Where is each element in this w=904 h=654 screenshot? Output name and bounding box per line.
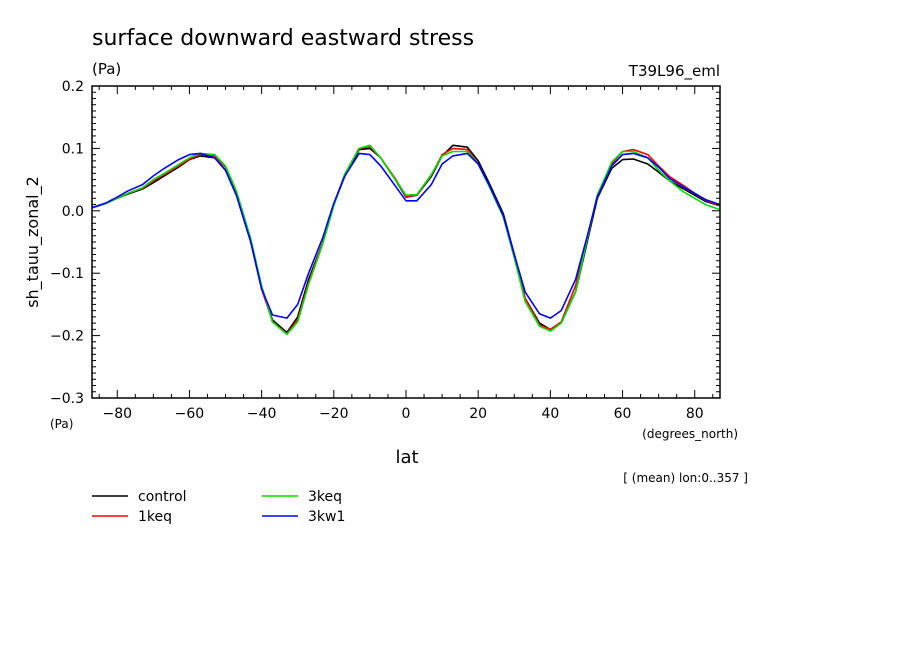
x-tick-label: −40	[247, 406, 277, 422]
y-tick-label: 0.0	[62, 204, 84, 220]
x-tick-label: −20	[319, 406, 349, 422]
series-line-1keq	[91, 145, 721, 335]
x-tick-label: 60	[614, 406, 632, 422]
x-tick-label: −80	[102, 406, 132, 422]
series-line-3kw1	[91, 152, 721, 319]
y-tick-label: −0.1	[50, 266, 84, 282]
series-line-control	[91, 144, 721, 334]
x-axis-units: (degrees_north)	[642, 427, 738, 441]
series-line-3keq	[91, 144, 721, 336]
chart-title: surface downward eastward stress	[92, 26, 474, 51]
legend-label-1keq: 1keq	[138, 509, 172, 525]
experiment-label: T39L96_eml	[628, 62, 720, 81]
units-bottom: (Pa)	[50, 417, 73, 431]
y-tick-label: −0.3	[50, 391, 84, 407]
legend-label-3kw1: 3kw1	[308, 509, 345, 525]
legend-label-3keq: 3keq	[308, 489, 342, 505]
legend-label-control: control	[138, 489, 187, 505]
x-tick-label: 80	[686, 406, 704, 422]
x-axis-label: lat	[395, 447, 418, 468]
legend: control 1keq 3keq 3kw1	[92, 489, 345, 525]
y-tick-label: −0.2	[50, 329, 84, 345]
mean-note: [ (mean) lon:0..357 ]	[623, 471, 748, 485]
tick-layer: −80 −60 −40 −20 0 20 40 60 80 −0.3 −0.2 −0.1 0.0 0.1 0…	[50, 79, 720, 422]
series-layer	[91, 144, 721, 336]
x-tick-label: 0	[402, 406, 411, 422]
x-tick-label: −60	[175, 406, 205, 422]
units-top: (Pa)	[92, 60, 121, 78]
x-tick-label: 20	[469, 406, 487, 422]
plot-frame	[91, 85, 721, 399]
y-tick-label: 0.2	[62, 79, 84, 95]
x-tick-label: 40	[541, 406, 559, 422]
y-tick-label: 0.1	[62, 141, 84, 157]
y-axis-label: sh_tauu_zonal_2	[23, 176, 43, 308]
